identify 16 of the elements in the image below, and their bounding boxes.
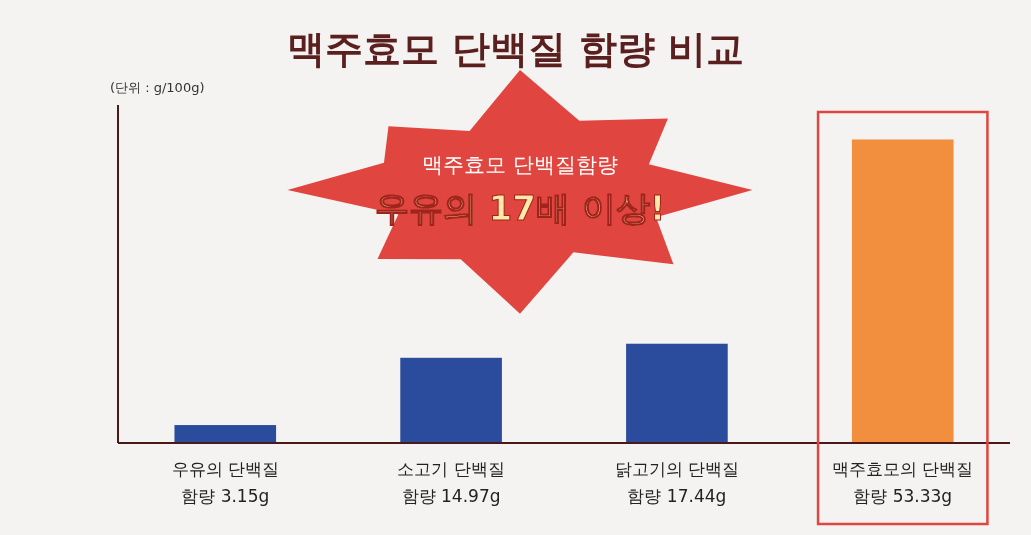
data-label: 함량 53.33g [853, 486, 953, 506]
data-label: 함량 17.44g [627, 486, 727, 506]
bar [851, 139, 954, 443]
x-tick-label: 맥주효모의 단백질 [832, 459, 974, 479]
bar [400, 357, 502, 443]
chart-title: 맥주효모 단백질 함량 비교 [286, 27, 745, 71]
x-tick-label: 우유의 단백질 [171, 459, 279, 479]
y-axis-title: (단위 : g/100g) [110, 80, 205, 95]
x-tick-label: 소고기 단백질 [397, 459, 505, 479]
data-label: 함량 3.15g [181, 486, 270, 506]
annotation: 맥주효모 단백질함량 [422, 153, 618, 177]
data-label: 함량 14.97g [401, 486, 501, 506]
annotation: 우유의 17배 이상! [374, 188, 666, 228]
x-tick-label: 닭고기의 단백질 [614, 459, 740, 479]
bar [174, 425, 277, 443]
bar [626, 343, 728, 443]
